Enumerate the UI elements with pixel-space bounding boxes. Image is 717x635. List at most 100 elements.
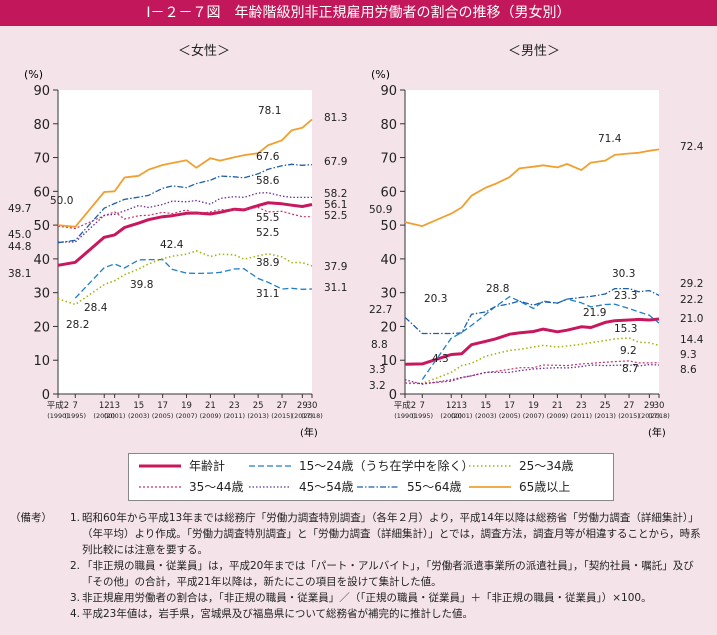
- value-label: 8.7: [622, 363, 639, 375]
- value-label: 28.2: [66, 319, 89, 331]
- note-text: 「非正規の職員・従業員」は，平成20年までは「パート・アルバイト」，「労働者派遣…: [82, 560, 694, 588]
- y-tick-label: 60: [380, 185, 397, 200]
- value-label: 31.1: [324, 282, 347, 294]
- value-label: 22.7: [369, 304, 392, 316]
- x-tick-label: 21: [552, 401, 563, 411]
- x-tick-label: 19: [181, 401, 192, 411]
- female-y-unit: (%): [24, 68, 43, 81]
- value-label: 71.4: [598, 133, 622, 145]
- panel-title-male: ＜男性＞: [508, 44, 561, 59]
- male-y-unit: (%): [371, 68, 390, 81]
- y-tick-label: 80: [33, 118, 50, 133]
- series-line: [57, 118, 313, 228]
- female-plot-background: [58, 90, 312, 394]
- value-label: 14.4: [680, 334, 704, 346]
- y-tick-label: 90: [380, 84, 397, 99]
- x-tick-year-label: (2011): [570, 412, 592, 420]
- legend-label: 55～64歳: [407, 480, 462, 494]
- x-tick-year-label: (2005): [152, 412, 174, 420]
- male-year-unit: (年): [648, 426, 666, 439]
- x-tick-year-label: (2007): [523, 412, 545, 420]
- note-text: 昭和60年から平成13年までは総務庁「労働力調査特別調査」（各年２月）より，平成…: [82, 512, 701, 556]
- value-label: 55.5: [256, 212, 279, 224]
- x-tick-year-label: (2017): [639, 412, 661, 420]
- male-series: [404, 148, 660, 385]
- value-label: 38.1: [8, 268, 31, 280]
- x-tick-year-label: (2015): [271, 412, 293, 420]
- value-label: 81.3: [324, 112, 347, 124]
- x-tick-year-label: (2003): [128, 412, 150, 420]
- series-line: [421, 296, 660, 380]
- value-label: 20.3: [424, 293, 447, 305]
- x-tick-label: 15: [480, 401, 491, 411]
- x-tick-year-label: (1990): [47, 412, 69, 420]
- x-tick-year-label: (2009): [547, 412, 569, 420]
- value-label: 50.9: [369, 204, 392, 216]
- x-tick-label: 12: [99, 401, 110, 411]
- y-tick-label: 70: [33, 152, 50, 167]
- female-x-ticks: 平成2(1990) 7(1995) 12(2000)13(2001) 15(2003)…: [47, 393, 323, 420]
- value-label: 8.6: [680, 364, 697, 376]
- legend-label: 25～34歳: [519, 459, 574, 473]
- value-label: 52.5: [256, 227, 279, 239]
- x-tick-year-label: (2013): [594, 412, 616, 420]
- x-tick-year-label: (2013): [247, 412, 269, 420]
- male-y-ticks: 0 10 20 30 40 50 60 70 80 90: [380, 84, 406, 403]
- x-tick-label: 平成2: [394, 400, 416, 411]
- x-tick-label: 21: [205, 401, 216, 411]
- value-label: 67.9: [324, 156, 347, 168]
- note-text: 非正規雇用労働者の割合は，「非正規の職員・従業員」／（「正規の職員・従業員」＋「…: [82, 592, 652, 604]
- female-year-unit: (年): [300, 426, 318, 439]
- value-label: 4.3: [432, 353, 449, 365]
- y-tick-label: 60: [33, 185, 50, 200]
- x-tick-year-label: (2003): [475, 412, 497, 420]
- value-label: 3.2: [369, 380, 386, 392]
- value-label: 44.8: [8, 241, 31, 253]
- y-tick-label: 20: [380, 320, 397, 335]
- x-tick-label: 13: [109, 401, 120, 411]
- value-label: 21.9: [583, 307, 606, 319]
- x-tick-year-label: (2007): [176, 412, 198, 420]
- value-label: 38.9: [256, 257, 279, 269]
- value-label: 28.8: [486, 283, 509, 295]
- value-label: 49.7: [8, 203, 31, 215]
- y-tick-label: 50: [33, 219, 50, 234]
- legend-label: 45～54歳: [299, 480, 354, 494]
- x-tick-year-label: (2001): [451, 412, 473, 420]
- male-chart: (%) 0 10 20 30 40 50 60 70 80 90 平成2(1990) 7(1995)…: [369, 68, 704, 439]
- x-tick-label: 30: [307, 401, 318, 411]
- value-label: 9.2: [620, 345, 637, 357]
- value-label: 78.1: [258, 105, 281, 117]
- value-label: 56.1: [324, 199, 347, 211]
- legend-label: 65歳以上: [519, 480, 571, 494]
- x-tick-label: 27: [277, 401, 288, 411]
- value-label: 31.1: [256, 288, 279, 300]
- value-label: 52.5: [324, 210, 347, 222]
- x-tick-label: 13: [456, 401, 467, 411]
- male-plot-background: [405, 90, 659, 394]
- x-tick-year-label: (2018): [301, 412, 323, 420]
- y-tick-label: 0: [389, 388, 397, 403]
- series-line: [58, 192, 312, 243]
- note-item: 2. 「非正規の職員・従業員」は，平成20年までは「パート・アルバイト」，「労働者…: [70, 560, 694, 588]
- x-tick-label: 7: [73, 401, 78, 411]
- x-tick-year-label: (2017): [292, 412, 314, 420]
- value-label: 28.4: [84, 302, 108, 314]
- y-tick-label: 70: [380, 152, 397, 167]
- x-tick-label: 19: [528, 401, 539, 411]
- note-item: 1. 昭和60年から平成13年までは総務庁「労働力調査特別調査」（各年２月）より，…: [70, 512, 701, 556]
- legend-label: 年齢計: [189, 459, 226, 473]
- figure-title-bar: Ⅰ－２－７図 年齢階級別非正規雇用労働者の割合の推移（男女別）: [0, 0, 717, 26]
- value-label: 58.2: [324, 188, 347, 200]
- x-tick-year-label: (2001): [104, 412, 126, 420]
- value-label: 50.0: [50, 195, 73, 207]
- x-tick-label: 29: [644, 401, 655, 411]
- value-label: 15.3: [614, 323, 637, 335]
- value-label: 23.3: [614, 290, 637, 302]
- y-tick-label: 30: [33, 287, 50, 302]
- x-tick-label: 25: [253, 401, 264, 411]
- y-tick-label: 30: [380, 287, 397, 302]
- y-tick-label: 80: [380, 118, 397, 133]
- value-label: 8.8: [371, 339, 388, 351]
